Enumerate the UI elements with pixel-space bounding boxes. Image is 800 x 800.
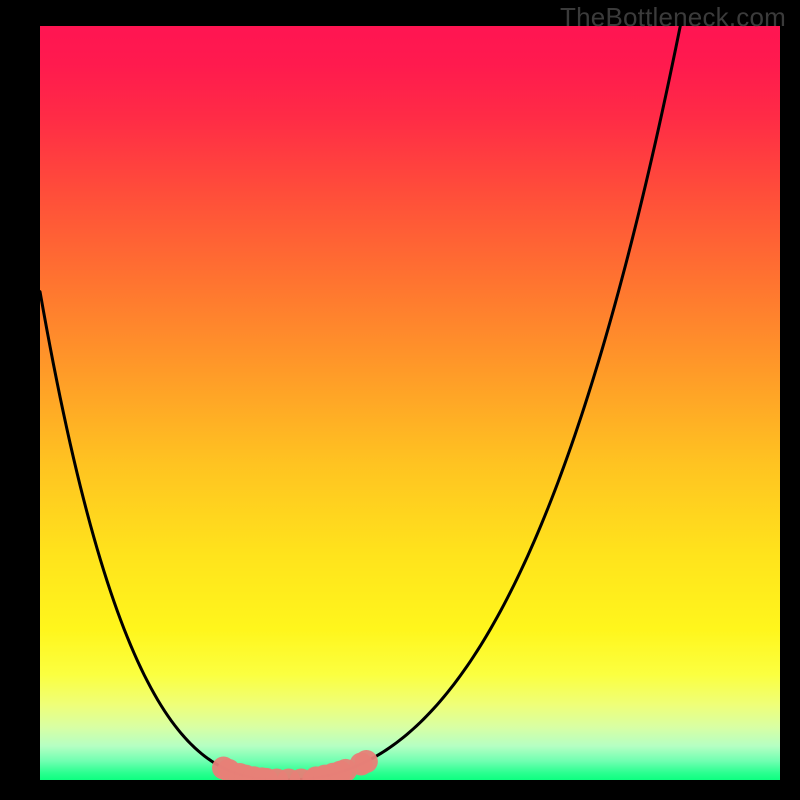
figure: TheBottleneck.com [0, 0, 800, 800]
gradient-background [40, 26, 780, 780]
plot-area [40, 26, 780, 780]
curve-marker [355, 750, 378, 773]
watermark-text: TheBottleneck.com [560, 2, 786, 33]
